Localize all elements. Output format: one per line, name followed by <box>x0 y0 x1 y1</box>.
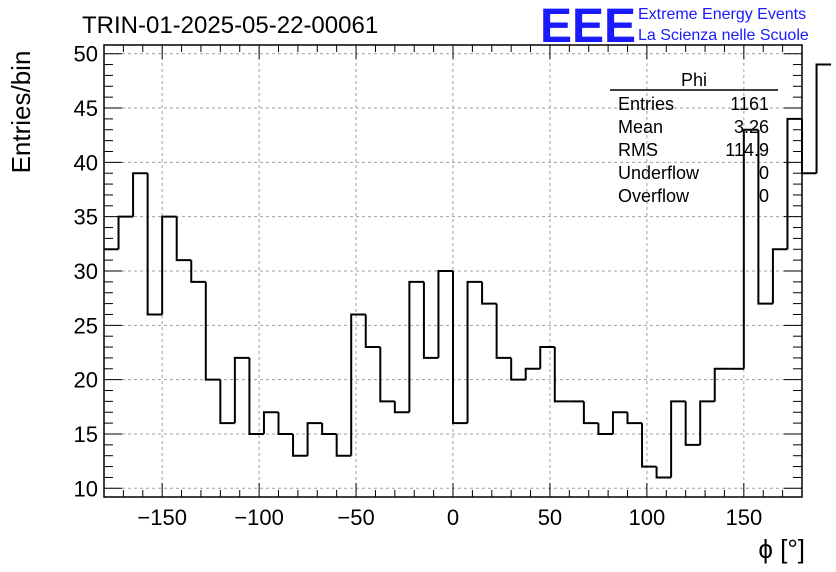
histogram-bin <box>161 215 177 315</box>
y-tick-label: 45 <box>74 96 98 121</box>
histogram-bin <box>262 411 279 434</box>
histogram-bin <box>771 248 788 304</box>
histogram-bin <box>350 313 366 456</box>
histogram-bin <box>524 367 541 380</box>
histogram-bin <box>292 433 308 457</box>
stats-value-underflow: 0 <box>759 163 769 183</box>
histogram-bin <box>335 433 352 457</box>
y-tick-label: 20 <box>74 368 98 393</box>
histogram-bin <box>626 412 643 425</box>
histogram-bin <box>510 357 526 381</box>
y-tick-label: 10 <box>74 476 98 501</box>
tick-labels: −150 −100 −50 0 50 100 150 10 15 20 25 30 35 40 45 50 <box>74 42 763 530</box>
histogram-bin <box>670 400 686 478</box>
histogram-bin <box>408 280 424 413</box>
stats-value-rms: 114.9 <box>725 140 769 160</box>
histogram-bin <box>277 412 294 435</box>
stats-value-entries: 1161 <box>730 94 769 114</box>
histogram-bin <box>452 271 468 425</box>
histogram-bin <box>204 281 221 381</box>
x-tick-label: 150 <box>725 505 762 530</box>
histogram-bin <box>233 356 250 424</box>
y-tick-label: 35 <box>74 205 98 230</box>
x-tick-label: −50 <box>337 505 374 530</box>
x-axis-title: ϕ [°] <box>758 534 805 564</box>
histogram-bin <box>495 303 512 359</box>
stats-box: Phi Entries 1161 Mean 3.26 RMS 114.9 Und… <box>610 70 778 206</box>
stats-title: Phi <box>681 70 707 90</box>
y-tick-label: 50 <box>74 42 98 67</box>
stats-label-rms: RMS <box>618 140 658 160</box>
histogram-bin <box>611 411 628 434</box>
histogram-bin <box>655 466 672 479</box>
histogram-bin <box>597 423 613 435</box>
histogram-bin <box>190 260 206 283</box>
histogram-bin <box>219 379 235 425</box>
brand-line-1: Extreme Energy Events <box>638 6 806 23</box>
x-tick-label: 100 <box>629 505 666 530</box>
histogram-bin <box>248 357 264 435</box>
histogram-bin <box>742 128 759 369</box>
histogram-bin <box>815 63 832 174</box>
histogram-series <box>104 63 832 479</box>
stats-label-underflow: Underflow <box>618 163 700 183</box>
histogram-bin <box>117 215 134 250</box>
histogram-bin <box>684 401 701 446</box>
histogram-bin <box>582 401 599 425</box>
axis-ticks <box>103 45 803 497</box>
histogram-bin <box>393 401 410 414</box>
histogram-bin <box>146 173 163 316</box>
y-tick-label: 30 <box>74 259 98 284</box>
histogram-bin <box>713 367 730 402</box>
x-tick-label: −150 <box>137 505 187 530</box>
histogram-bin <box>379 347 395 403</box>
y-tick-label: 15 <box>74 422 98 447</box>
histogram-bin <box>641 423 657 468</box>
histogram-bin <box>132 172 148 217</box>
histogram-bin <box>175 216 192 262</box>
histogram-bin <box>757 129 773 305</box>
histogram-bin <box>553 347 570 403</box>
stats-label-overflow: Overflow <box>618 186 690 206</box>
stats-value-mean: 3.26 <box>734 117 769 137</box>
x-tick-label: −100 <box>234 505 284 530</box>
x-tick-label: 50 <box>538 505 562 530</box>
y-tick-label: 40 <box>74 150 98 175</box>
histogram-bin <box>801 118 817 175</box>
brand-line-2: La Scienza nelle Scuole <box>638 27 809 44</box>
stats-label-entries: Entries <box>618 94 674 114</box>
histogram-bin <box>364 314 381 349</box>
stats-label-mean: Mean <box>618 117 663 137</box>
histogram-bin <box>321 423 337 435</box>
chart-title: TRIN-01-2025-05-22-00061 <box>82 12 378 39</box>
histogram-bin <box>306 422 323 456</box>
histogram-bin <box>466 280 483 424</box>
histogram-bin <box>481 281 497 305</box>
histogram-bin <box>422 281 439 359</box>
eee-logo: EEE <box>540 0 636 53</box>
histogram-bin <box>539 346 555 369</box>
stats-value-overflow: 0 <box>759 186 769 206</box>
histogram-bin <box>699 400 715 445</box>
y-axis-title: Entries/bin <box>6 51 36 174</box>
x-tick-label: 0 <box>447 505 459 530</box>
histogram-bin <box>437 270 453 358</box>
y-tick-label: 25 <box>74 313 98 338</box>
